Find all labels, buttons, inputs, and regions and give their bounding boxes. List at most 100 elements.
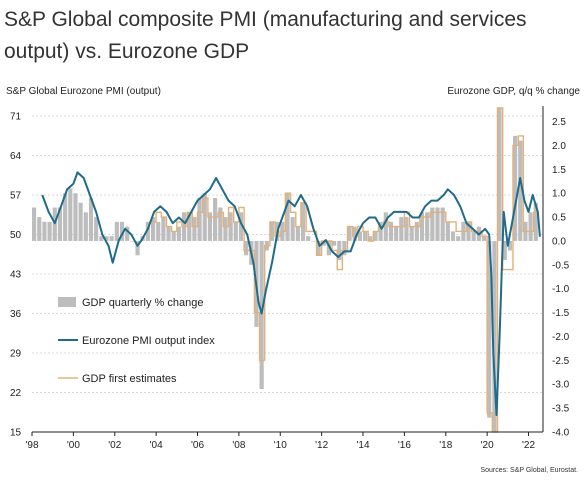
gdp-bar (404, 217, 409, 241)
x-tick-label: '02 (108, 440, 121, 451)
gdp-bar (383, 212, 388, 241)
left-tick-label: 64 (10, 151, 22, 162)
pmi-output-line (41, 171, 541, 417)
right-tick-label: 0.5 (552, 213, 566, 224)
gdp-bar (114, 221, 119, 241)
gdp-bar (316, 240, 321, 256)
right-tick-label: -2.0 (552, 332, 570, 343)
gridlines (32, 115, 543, 393)
gdp-bar (518, 140, 523, 241)
gdp-bar (471, 231, 476, 241)
x-tick-label: '10 (274, 440, 287, 451)
gdp-bar (171, 231, 176, 241)
gdp-bar (94, 217, 99, 241)
legend: GDP quarterly % change Eurozone PMI outpu… (58, 297, 215, 385)
gdp-bar (197, 197, 202, 241)
gdp-bar (378, 221, 383, 241)
source-note: Sources: S&P Global, Eurostat. (480, 467, 578, 474)
gdp-bar (233, 221, 238, 241)
gdp-bar (259, 240, 264, 390)
gdp-bar (290, 217, 295, 241)
right-tick-label: -3.0 (552, 380, 570, 391)
gdp-bar (150, 217, 156, 241)
gdp-bar (306, 236, 311, 241)
x-tick-label: '06 (191, 440, 204, 451)
gdp-first-estimates-line (151, 107, 539, 433)
legend-swatch-gdp-bars (58, 297, 76, 307)
gdp-bar (331, 240, 337, 246)
gdp-bar (83, 212, 88, 241)
legend-label: GDP first estimates (82, 373, 177, 385)
axes: 15 22 29 36 43 50 57 64 71 2.5 2.0 1.5 1.0 0.5 0.0 -0.5… (10, 106, 570, 451)
right-tick-label: 1.0 (552, 189, 566, 200)
right-tick-label: 0.0 (552, 236, 566, 247)
gdp-bar (47, 221, 52, 241)
gdp-bar (88, 197, 94, 241)
gdp-bar (192, 217, 197, 241)
series-lines (41, 107, 541, 433)
gdp-bar (166, 226, 171, 241)
gdp-bar (528, 212, 533, 241)
gdp-bar (68, 188, 73, 241)
gdp-bar (63, 193, 68, 241)
gdp-bar (492, 240, 497, 432)
legend-label: GDP quarterly % change (82, 297, 203, 309)
gdp-bar (156, 221, 161, 241)
gdp-bar (135, 240, 140, 256)
gdp-bar (213, 197, 218, 241)
x-tick-label: '00 (67, 440, 80, 451)
left-tick-label: 36 (10, 309, 22, 320)
left-tick-label: 15 (10, 428, 22, 439)
gdp-bar (347, 226, 352, 241)
x-tick-label: '08 (232, 440, 245, 451)
left-axis-title: S&P Global Eurozone PMI (output) (6, 86, 161, 97)
right-tick-label: -2.5 (552, 356, 570, 367)
right-axis-title: Eurozone GDP, q/q % change (447, 86, 580, 97)
x-tick-label: '16 (398, 440, 411, 451)
x-tick-label: '18 (439, 440, 452, 451)
chart-title: S&P Global composite PMI (manufacturing … (4, 8, 527, 63)
gdp-bar (440, 207, 445, 241)
gdp-bar (513, 135, 518, 241)
x-tick-label: '98 (25, 440, 38, 451)
left-tick-label: 50 (10, 230, 22, 241)
right-tick-label: -3.5 (552, 404, 570, 415)
gdp-bars (32, 108, 538, 432)
gdp-bar (187, 212, 192, 241)
gdp-bar (450, 231, 456, 241)
right-tick-label: -1.5 (552, 308, 570, 319)
x-tick-label: '12 (315, 440, 328, 451)
gdp-bar (32, 207, 37, 241)
gdp-bar (42, 221, 47, 241)
gdp-bar (445, 221, 450, 241)
gdp-bar (414, 221, 419, 241)
gdp-bar (456, 236, 461, 241)
gdp-bar (419, 212, 425, 241)
left-tick-label: 29 (10, 348, 22, 359)
right-tick-label: -1.0 (552, 284, 570, 295)
gdp-bar (337, 240, 342, 261)
gdp-bar (223, 217, 228, 241)
gdp-bar (104, 236, 109, 241)
gdp-bar (52, 207, 57, 241)
gdp-bar (352, 226, 357, 241)
gdp-bar (425, 212, 430, 241)
gdp-bar (368, 236, 373, 241)
gdp-bar (487, 240, 492, 418)
left-tick-label: 22 (10, 388, 22, 399)
gdp-bar (326, 240, 331, 256)
gdp-bar (228, 212, 233, 241)
gdp-bar (497, 108, 502, 241)
gdp-bar (207, 212, 213, 241)
legend-label: Eurozone PMI output index (82, 335, 215, 347)
gdp-bar (78, 202, 83, 241)
gdp-bar (244, 240, 249, 256)
gdp-bar (238, 212, 244, 241)
gdp-bar (373, 231, 378, 241)
right-tick-label: -0.5 (552, 260, 570, 271)
gdp-bar (435, 207, 440, 241)
gdp-bar (399, 217, 404, 241)
gdp-bar (342, 240, 347, 256)
right-tick-label: -4.0 (552, 428, 570, 439)
